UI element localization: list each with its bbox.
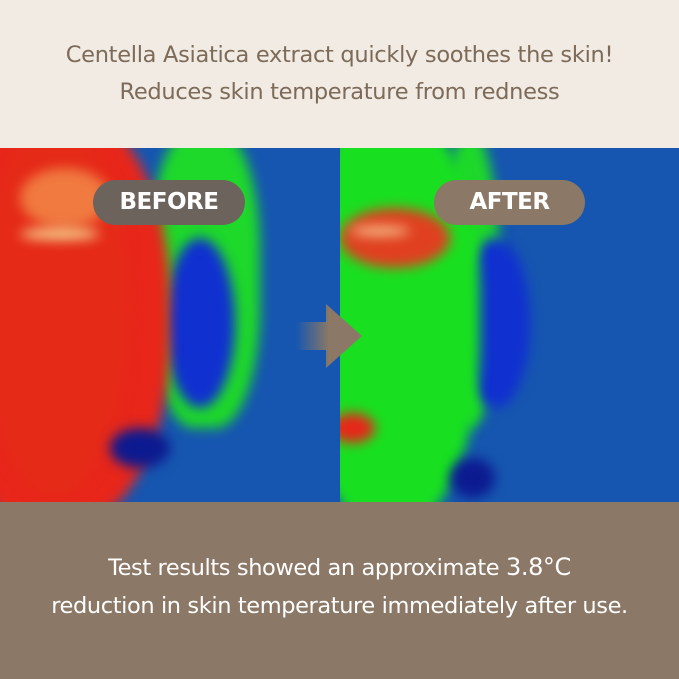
headline: Centella Asiatica extract quickly soothe… [0,0,679,148]
after-thermal-image [340,148,679,502]
result-line-1: Test results showed an approximate [108,555,506,581]
temperature-value: 3.8°C [505,553,571,581]
arrow-right-icon [296,304,362,368]
after-label: AFTER [434,180,585,225]
headline-line-1: Centella Asiatica extract quickly soothe… [65,42,614,68]
thermal-comparison: BEFORE AFTER [0,148,679,502]
result-statement: Test results showed an approximate 3.8°C… [0,502,679,679]
result-line-2: reduction in skin temperature immediatel… [51,593,628,619]
before-label: BEFORE [93,180,245,225]
headline-line-2: Reduces skin temperature from redness [119,79,560,105]
